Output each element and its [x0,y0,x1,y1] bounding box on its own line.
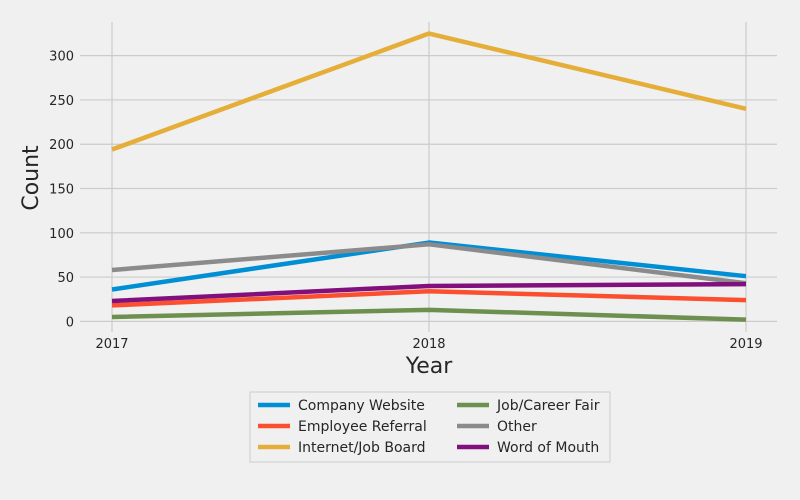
grid [80,22,777,332]
series-line [111,281,747,304]
y-tick-label: 50 [57,271,74,286]
y-tick-label: 200 [49,138,74,153]
y-axis-label: Count [19,145,44,211]
legend-label: Employee Referral [298,419,427,435]
legend-label: Word of Mouth [497,440,599,456]
series-line [111,31,747,152]
y-tick-label: 250 [49,94,74,109]
y-tick-label: 300 [49,50,74,65]
legend-label: Company Website [298,398,425,414]
series-lines [111,31,747,322]
legend: Company Website Employee Referral Internet… [249,391,611,463]
x-tick-label: 2018 [412,337,445,352]
legend-label: Internet/Job Board [298,440,425,456]
y-tick-label: 0 [66,315,74,330]
legend-box [249,391,611,463]
x-axis-ticks: 2017 2018 2019 [95,337,762,352]
y-axis-ticks: 0 50 100 150 200 250 300 [49,50,74,331]
series-line [111,289,747,308]
series-line [111,307,747,322]
x-axis-label: Year [405,354,454,379]
legend-label: Other [497,419,537,435]
x-tick-label: 2017 [95,337,128,352]
x-tick-label: 2019 [729,337,762,352]
y-tick-label: 100 [49,227,74,242]
legend-label: Job/Career Fair [496,398,600,414]
series-line [111,242,747,286]
y-tick-label: 150 [49,183,74,198]
